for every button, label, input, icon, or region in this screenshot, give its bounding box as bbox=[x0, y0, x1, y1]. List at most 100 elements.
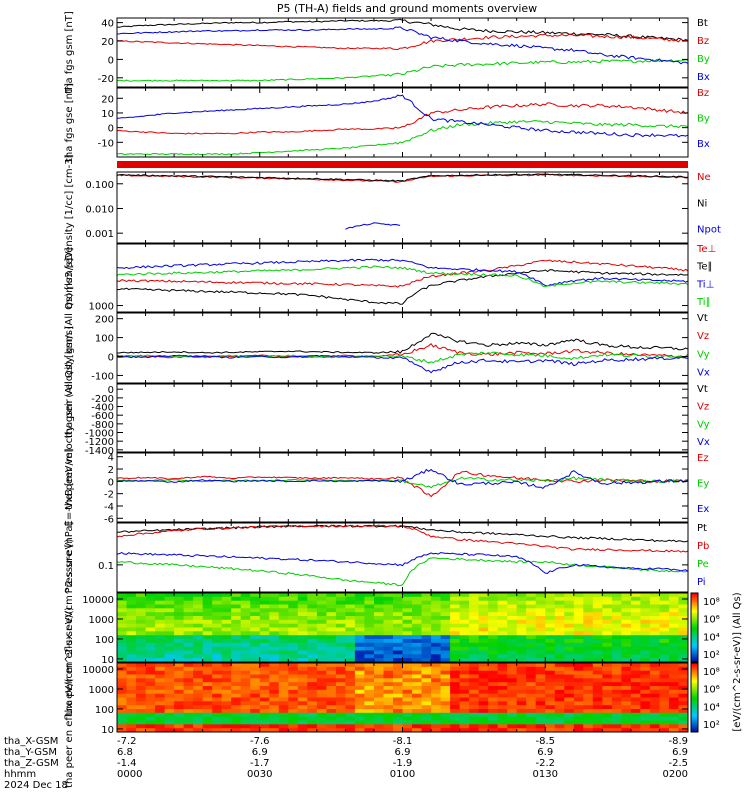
spectrogram-cell bbox=[145, 686, 156, 691]
spectrogram-cell bbox=[431, 654, 442, 659]
spectrogram-cell bbox=[564, 716, 575, 722]
spectrogram-cell bbox=[678, 693, 688, 699]
spectrogram-cell bbox=[516, 670, 527, 676]
spectrogram-cell bbox=[431, 689, 442, 695]
spectrogram-cell bbox=[307, 658, 318, 662]
spectrogram-cell bbox=[611, 604, 622, 609]
spectrogram-cell bbox=[374, 670, 385, 676]
spectrogram-cell bbox=[278, 724, 289, 729]
spectrogram-cell bbox=[221, 646, 232, 652]
spectrogram-cell bbox=[326, 623, 337, 629]
spectrogram-cell bbox=[421, 600, 432, 606]
spectrogram-cell bbox=[288, 728, 299, 732]
colorbar-frame bbox=[690, 662, 699, 733]
spectrogram-cell bbox=[354, 658, 365, 662]
spectrogram-cell bbox=[259, 600, 270, 606]
spectrogram-cell bbox=[412, 631, 423, 636]
spectrogram-cell bbox=[117, 658, 128, 662]
colorbar-cell bbox=[691, 680, 698, 683]
spectrogram-cell bbox=[297, 612, 308, 617]
colorbar-cell bbox=[691, 704, 698, 707]
spectrogram-cell bbox=[164, 670, 175, 676]
spectrogram-cell bbox=[126, 627, 137, 632]
spectrogram-cell bbox=[145, 678, 156, 683]
spectrogram-cell bbox=[393, 619, 404, 625]
spectrogram-cell bbox=[602, 627, 613, 632]
spectrogram-cell bbox=[450, 701, 461, 706]
spectrogram-cell bbox=[469, 616, 480, 621]
spectrogram-cell bbox=[526, 724, 537, 729]
spectrogram-cell bbox=[402, 666, 413, 672]
spectrogram-cell bbox=[183, 639, 194, 644]
spectrogram-cell bbox=[402, 663, 413, 668]
spectrogram-cell bbox=[669, 701, 680, 706]
colorbar-tick-label: 10² bbox=[703, 720, 720, 731]
spectrogram-cell bbox=[497, 658, 508, 662]
spectrogram-cell bbox=[583, 596, 594, 602]
spectrogram-cell bbox=[669, 604, 680, 609]
spectrogram-cell bbox=[288, 724, 299, 729]
spectrogram-cell bbox=[507, 635, 518, 640]
spectrogram-cell bbox=[297, 720, 308, 725]
spectrogram-cell bbox=[497, 670, 508, 676]
spectrogram-cell bbox=[297, 642, 308, 648]
spectrogram-cell bbox=[240, 705, 251, 710]
spectrogram-cell bbox=[535, 697, 546, 702]
spectrogram-cell bbox=[469, 716, 480, 722]
spectrogram-cell bbox=[193, 600, 204, 606]
spectrogram-cell bbox=[383, 709, 394, 714]
spectrogram-cell bbox=[231, 705, 242, 710]
spectrogram-cell bbox=[678, 658, 688, 662]
spectrogram-cell bbox=[440, 635, 451, 640]
spectrogram-cell bbox=[316, 689, 327, 695]
spectrogram-cell bbox=[421, 728, 432, 732]
spectrogram-cell bbox=[364, 666, 375, 672]
spectrogram-cell bbox=[193, 658, 204, 662]
spectrogram-cell bbox=[117, 724, 128, 729]
spectrogram-cell bbox=[440, 728, 451, 732]
spectrogram-cell bbox=[345, 724, 356, 729]
spectrogram-cell bbox=[450, 720, 461, 725]
legend-Vt: Vt bbox=[697, 384, 708, 395]
spectrogram-cell bbox=[669, 623, 680, 629]
y-axis-label: E=-VxB [mV/m] bbox=[64, 448, 75, 526]
spectrogram-cell bbox=[250, 701, 261, 706]
spectrogram-cell bbox=[640, 654, 651, 659]
spectrogram-cell bbox=[193, 689, 204, 695]
spectrogram-cell bbox=[136, 619, 147, 625]
series-line-Bz bbox=[117, 33, 688, 51]
spectrogram-cell bbox=[250, 663, 261, 668]
spectrogram-cell bbox=[459, 612, 470, 617]
spectrogram-cell bbox=[497, 600, 508, 606]
legend-Ey: Ey bbox=[697, 478, 709, 489]
spectrogram-cell bbox=[431, 728, 442, 732]
spectrogram-cell bbox=[535, 728, 546, 732]
spectrogram-cell bbox=[497, 709, 508, 714]
spectrogram-cell bbox=[250, 600, 261, 606]
spectrogram-cell bbox=[326, 666, 337, 672]
spectrogram-cell bbox=[507, 627, 518, 632]
spectrogram-cell bbox=[155, 682, 166, 687]
spectrogram-cell bbox=[335, 658, 346, 662]
spectrogram-cell bbox=[602, 623, 613, 629]
colorbar-cell bbox=[691, 706, 698, 709]
spectrogram-cell bbox=[630, 712, 641, 718]
spectrogram-cell bbox=[545, 705, 556, 710]
spectrogram-cell bbox=[649, 635, 660, 640]
spectrogram-cell bbox=[269, 697, 280, 702]
spectrogram-cell bbox=[640, 712, 651, 718]
spectrogram-cell bbox=[516, 650, 527, 655]
spectrogram-cell bbox=[459, 631, 470, 636]
spectrogram-cell bbox=[278, 670, 289, 676]
spectrogram-cell bbox=[678, 616, 688, 621]
spectrogram-cell bbox=[478, 670, 489, 676]
spectrogram-cell bbox=[278, 705, 289, 710]
spectrogram-cell bbox=[202, 619, 213, 625]
spectrogram-cell bbox=[478, 693, 489, 699]
y-tick-label: 0 bbox=[108, 385, 114, 396]
spectrogram-cell bbox=[374, 639, 385, 644]
legend-Vz: Vz bbox=[697, 402, 709, 413]
colorbar-cell bbox=[691, 606, 698, 609]
